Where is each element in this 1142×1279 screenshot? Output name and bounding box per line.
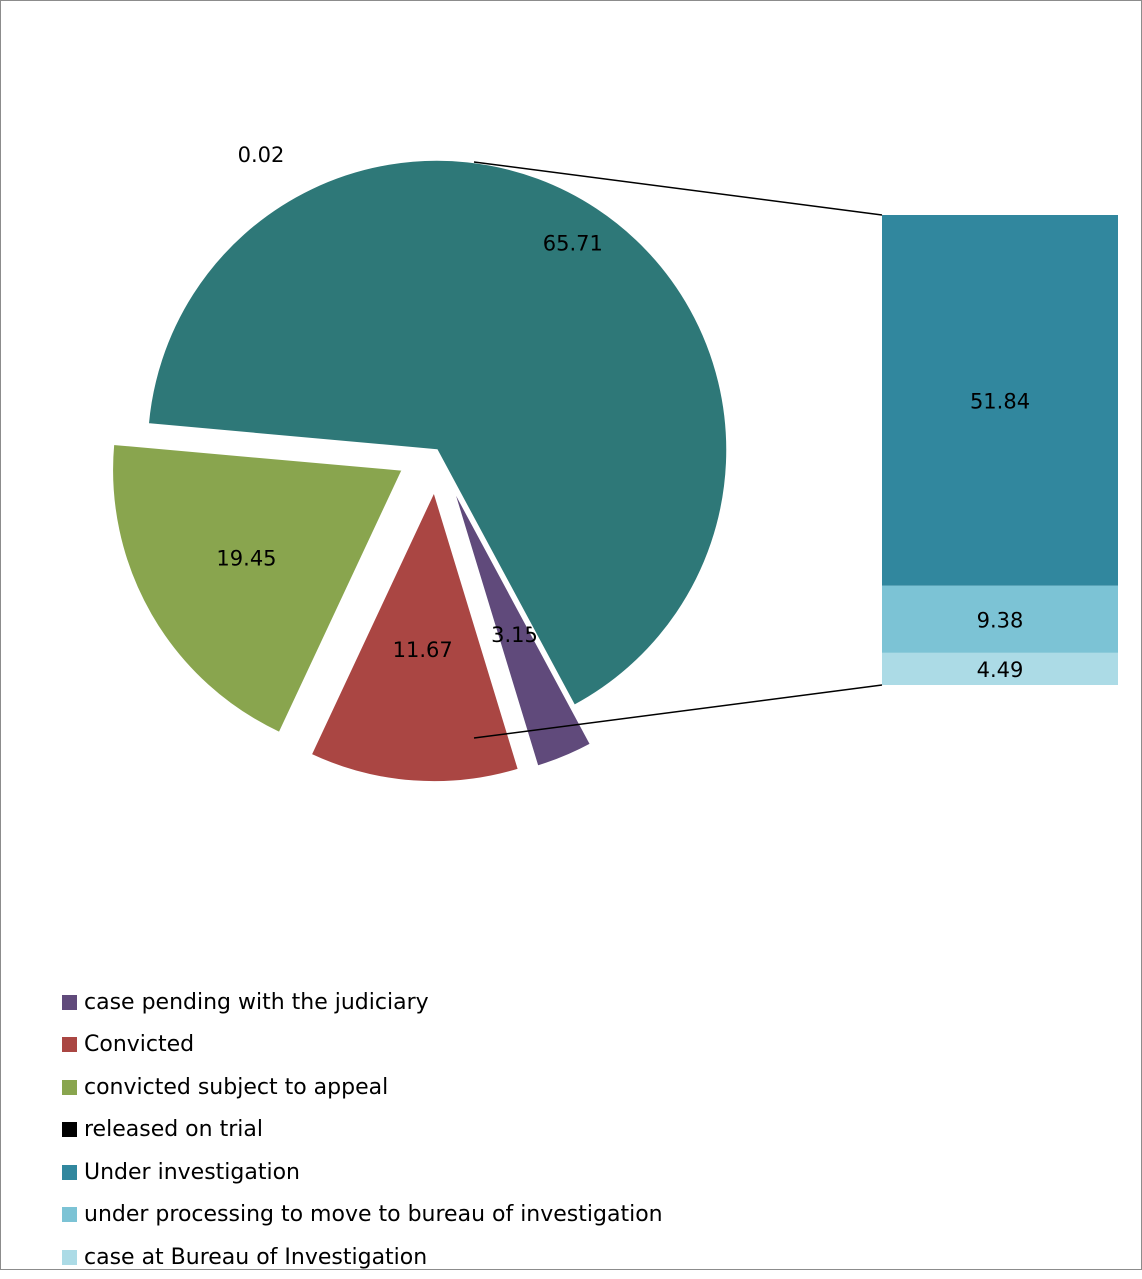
- legend-label: under processing to move to bureau of in…: [84, 1202, 663, 1228]
- bar-segment-label: 4.49: [977, 658, 1024, 682]
- bar-segment-label: 9.38: [977, 608, 1024, 632]
- legend-swatch: [62, 1037, 77, 1053]
- legend-swatch: [62, 1122, 77, 1138]
- pie-slice: [310, 489, 520, 783]
- legend-item: case at Bureau of Investigation: [62, 1236, 663, 1279]
- legend-swatch: [62, 1207, 77, 1223]
- pie-slice: [147, 159, 728, 707]
- chart-legend: case pending with the judiciary Convicted…: [62, 981, 663, 1279]
- pie-slice-label: 3.15: [491, 623, 538, 647]
- bar-segment: [882, 215, 1118, 586]
- bar-segment: [882, 652, 1118, 685]
- pie-slice-label: 65.71: [543, 231, 603, 255]
- pie-slice: [452, 488, 592, 768]
- legend-item: convicted subject to appeal: [62, 1066, 663, 1109]
- legend-item: Under investigation: [62, 1151, 663, 1194]
- legend-swatch: [62, 1079, 77, 1095]
- pie-slice-label: 0.02: [238, 143, 285, 167]
- pie-slice: [111, 443, 404, 734]
- legend-swatch: [62, 1164, 77, 1180]
- legend-item: under processing to move to bureau of in…: [62, 1194, 663, 1237]
- connector-line: [473, 161, 883, 216]
- bar-segment: [882, 585, 1118, 653]
- legend-label: Under investigation: [84, 1159, 300, 1185]
- legend-label: case pending with the judiciary: [84, 989, 429, 1015]
- legend-label: released on trial: [84, 1117, 263, 1143]
- bar-segment-label: 51.84: [970, 389, 1030, 413]
- pie-slice-label: 11.67: [393, 638, 453, 662]
- legend-item: Convicted: [62, 1024, 663, 1067]
- pie-slice-label: 19.45: [216, 547, 276, 571]
- legend-item: released on trial: [62, 1109, 663, 1152]
- legend-swatch: [62, 1249, 77, 1265]
- legend-label: convicted subject to appeal: [84, 1074, 389, 1100]
- legend-label: case at Bureau of Investigation: [84, 1244, 428, 1270]
- connector-line: [473, 684, 883, 739]
- legend-swatch: [62, 994, 77, 1010]
- legend-item: case pending with the judiciary: [62, 981, 663, 1024]
- legend-label: Convicted: [84, 1032, 195, 1058]
